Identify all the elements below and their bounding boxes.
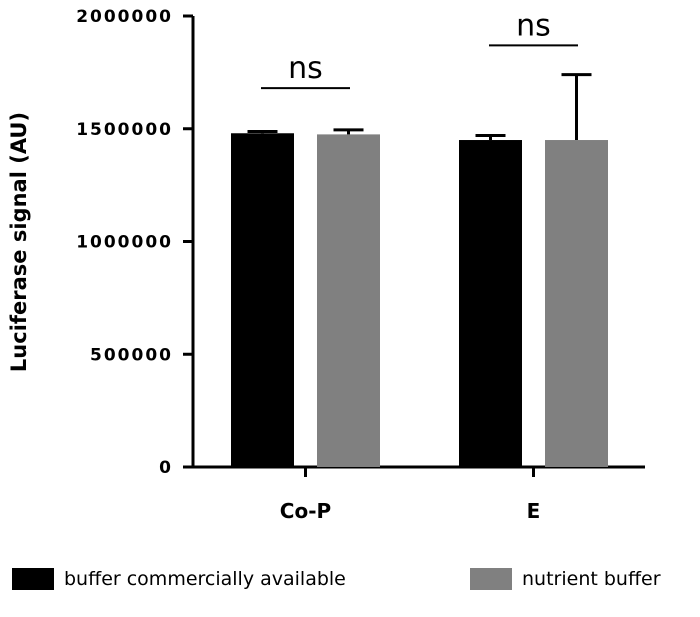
- legend-label: buffer commercially available: [64, 568, 346, 590]
- legend-item-buffer-commercially-available: buffer commercially available: [12, 568, 346, 590]
- error-bars: [247, 73, 592, 141]
- x-tick-label: Co-P: [280, 499, 331, 523]
- bar: [459, 140, 522, 467]
- y-tick-label: 1500000: [76, 120, 173, 140]
- bar: [545, 140, 608, 467]
- legend-swatch: [470, 568, 512, 590]
- y-axis: 0 500000 1000000 1500000 2000000: [76, 7, 195, 478]
- significance-annotations: ns ns: [261, 8, 578, 90]
- significance-label: ns: [288, 51, 323, 86]
- legend-label: nutrient buffer: [522, 568, 661, 590]
- bar: [231, 133, 294, 467]
- legend: buffer commercially available nutrient b…: [0, 568, 700, 608]
- y-tick-label: 500000: [90, 345, 173, 365]
- significance-label: ns: [516, 8, 551, 43]
- y-tick-label: 2000000: [76, 7, 173, 27]
- y-tick-label: 0: [159, 458, 173, 478]
- bar-chart: 0 500000 1000000 1500000 2000000 Co-P E nsns …: [7, 7, 645, 523]
- legend-swatch: [12, 568, 54, 590]
- y-tick-label: 1000000: [76, 233, 173, 253]
- y-axis-title: Luciferase signal (AU): [7, 112, 31, 372]
- x-axis: Co-P E: [191, 465, 645, 523]
- x-tick-label: E: [527, 499, 541, 523]
- legend-item-nutrient-buffer: nutrient buffer: [470, 568, 661, 590]
- bars: [231, 133, 608, 467]
- bar: [317, 134, 380, 467]
